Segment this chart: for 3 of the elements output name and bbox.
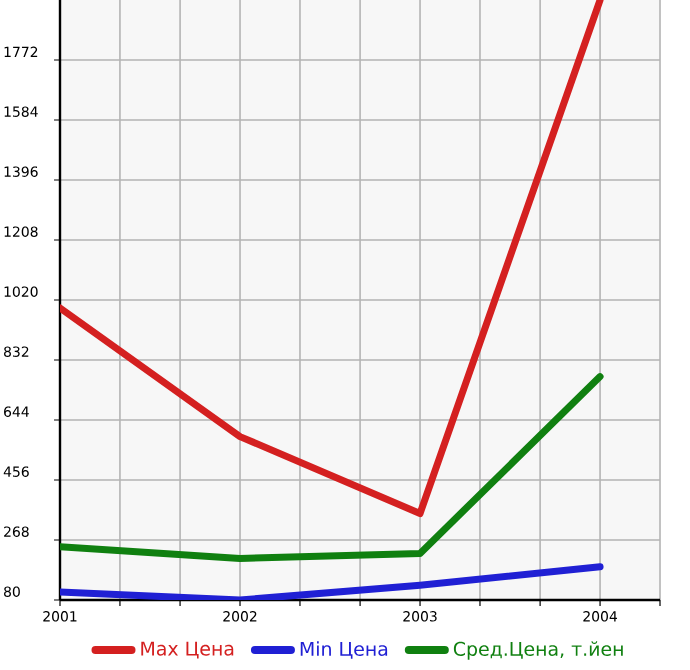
legend-label: Сред.Цена, т.йен bbox=[453, 641, 623, 660]
legend-label: Min Цена bbox=[300, 641, 388, 659]
legend-label: Max Цена bbox=[141, 641, 234, 659]
